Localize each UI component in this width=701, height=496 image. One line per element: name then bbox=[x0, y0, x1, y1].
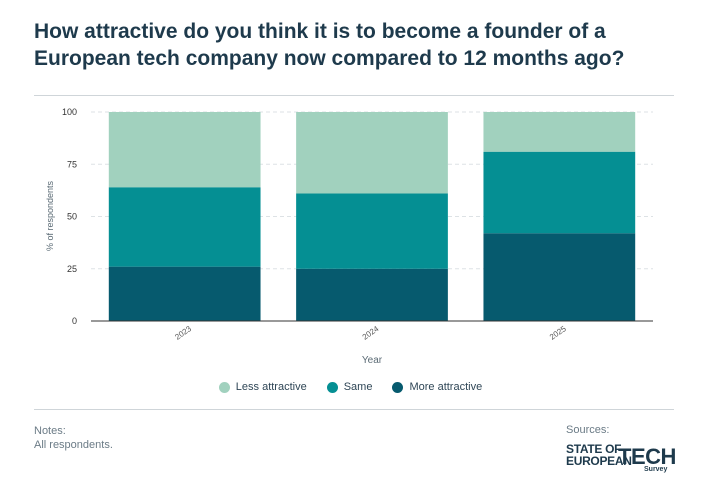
state-of-european-tech-logo[interactable]: STATE OF EUROPEAN TECH Survey bbox=[566, 442, 676, 476]
notes-text: All respondents. bbox=[34, 439, 113, 451]
legend-swatch bbox=[218, 381, 230, 393]
bar-2025-more-attractive[interactable] bbox=[483, 233, 636, 321]
y-tick-label: 0 bbox=[72, 316, 77, 326]
x-tick-label: 2024 bbox=[361, 324, 381, 342]
legend-swatch bbox=[392, 381, 404, 393]
bar-2024-less-attractive[interactable] bbox=[296, 112, 448, 194]
legend-item-more-attractive[interactable]: More attractive bbox=[392, 381, 482, 393]
x-tick-label: 2023 bbox=[173, 324, 193, 342]
bar-2023-same[interactable] bbox=[108, 187, 261, 267]
bar-2024-same[interactable] bbox=[296, 193, 448, 269]
bottom-divider bbox=[34, 409, 674, 410]
logo-line-2: EUROPEAN bbox=[566, 454, 632, 468]
bar-2024-more-attractive[interactable] bbox=[296, 268, 448, 321]
x-axis-label: Year bbox=[362, 355, 383, 366]
top-divider bbox=[34, 95, 674, 96]
logo-tech: TECH bbox=[618, 444, 676, 469]
y-tick-label: 25 bbox=[67, 264, 77, 274]
y-tick-label: 75 bbox=[67, 159, 77, 169]
x-tick-label: 2025 bbox=[548, 324, 568, 342]
stacked-bar-chart: 0 25 50 75 100 2023 2024 2025 Year % of respond… bbox=[45, 107, 653, 366]
legend-swatch bbox=[326, 381, 338, 393]
sources-label: Sources: bbox=[566, 424, 610, 436]
legend-label: Less attractive bbox=[235, 381, 307, 393]
legend-item-same[interactable]: Same bbox=[326, 381, 373, 393]
bar-2025-less-attractive[interactable] bbox=[483, 112, 636, 152]
bar-2023-more-attractive[interactable] bbox=[108, 266, 261, 321]
legend-label: Same bbox=[343, 381, 373, 393]
legend-item-less-attractive[interactable]: Less attractive bbox=[218, 381, 307, 393]
legend: Less attractive Same More attractive bbox=[0, 381, 701, 393]
notes-label: Notes: bbox=[34, 425, 66, 437]
bar-2025-same[interactable] bbox=[483, 151, 636, 234]
y-tick-label: 100 bbox=[62, 107, 77, 117]
y-tick-label: 50 bbox=[67, 212, 77, 222]
legend-label: More attractive bbox=[409, 381, 483, 393]
chart-title: How attractive do you think it is to bec… bbox=[34, 20, 625, 70]
y-axis-label: % of respondents bbox=[45, 180, 55, 251]
logo-line-1: STATE OF bbox=[566, 442, 622, 456]
logo-survey: Survey bbox=[644, 466, 668, 473]
bars bbox=[108, 112, 636, 321]
notes: Notes: All respondents. bbox=[34, 424, 113, 452]
bar-2023-less-attractive[interactable] bbox=[108, 112, 261, 188]
